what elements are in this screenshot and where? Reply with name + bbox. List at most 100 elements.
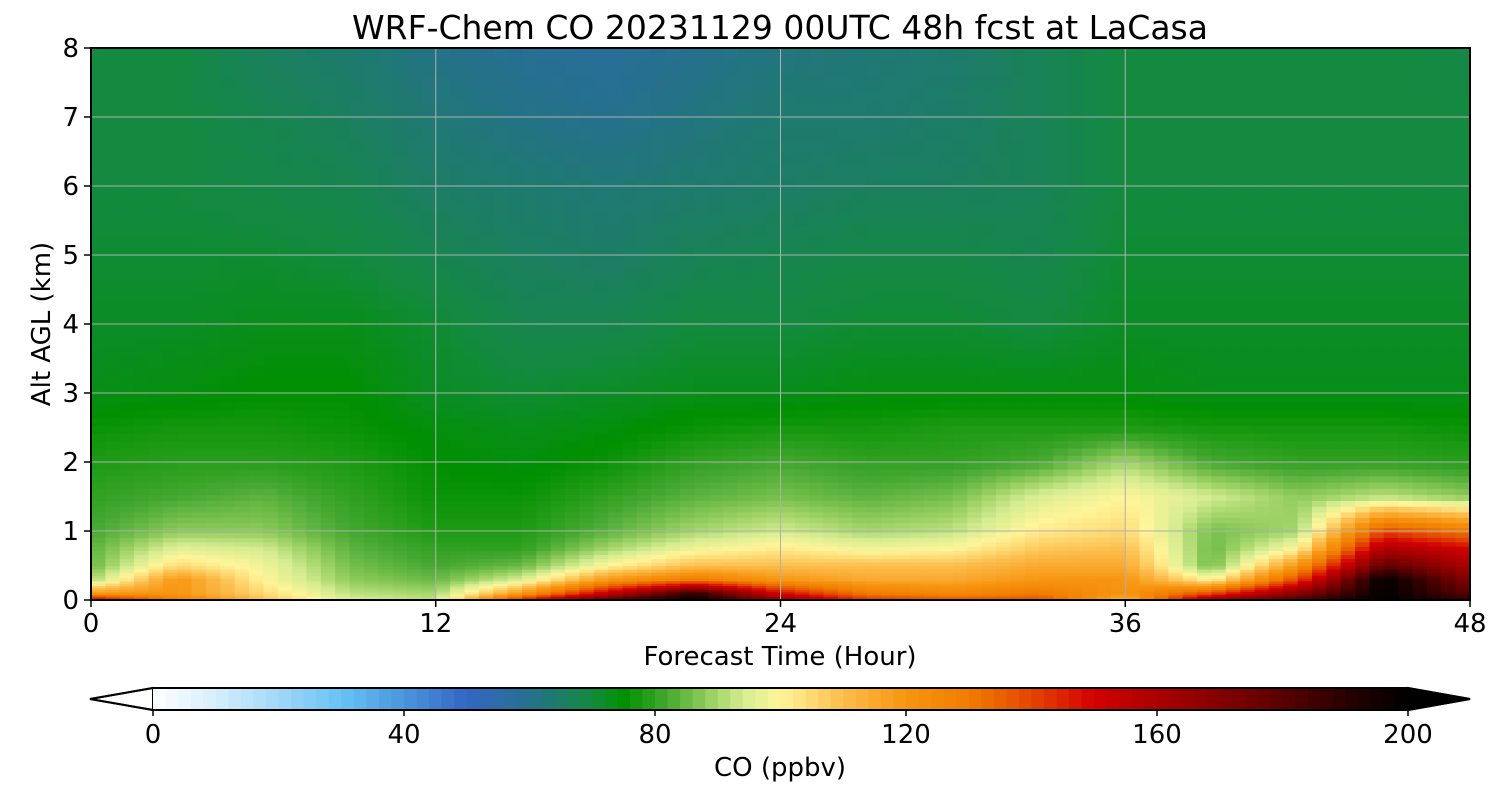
heatmap-cell: [809, 561, 825, 567]
heatmap-cell: [1096, 572, 1112, 576]
heatmap-cell: [909, 425, 925, 434]
heatmap-cell: [1082, 595, 1098, 598]
heatmap-cell: [1283, 447, 1299, 456]
heatmap-cell: [263, 488, 279, 496]
heatmap-cell: [665, 447, 681, 456]
heatmap-cell: [780, 583, 796, 587]
heatmap-cell: [1024, 550, 1040, 556]
heatmap-cell: [636, 596, 652, 599]
heatmap-cell: [995, 475, 1012, 483]
heatmap-cell: [1197, 401, 1213, 411]
heatmap-cell: [1441, 580, 1457, 584]
heatmap-cell: [1355, 409, 1371, 419]
heatmap-cell: [1369, 550, 1385, 556]
heatmap-cell: [1268, 580, 1284, 584]
heatmap-cell: [1383, 583, 1399, 587]
heatmap-cell: [450, 561, 466, 567]
heatmap-cell: [751, 558, 767, 563]
heatmap-cell: [967, 585, 983, 589]
heatmap-cell: [1168, 392, 1184, 402]
heatmap-cell: [1426, 593, 1442, 596]
heatmap-cell: [363, 550, 379, 556]
heatmap-cell: [995, 532, 1012, 538]
heatmap-cell: [636, 401, 652, 411]
heatmap-cell: [464, 595, 480, 598]
heatmap-cell: [292, 596, 308, 599]
heatmap-cell: [794, 506, 810, 513]
heatmap-cell: [766, 468, 782, 477]
heatmap-cell: [1297, 440, 1313, 449]
heatmap-cell: [1369, 462, 1385, 470]
heatmap-cell: [335, 522, 351, 529]
heatmap-cell: [1211, 522, 1227, 529]
heatmap-cell: [507, 589, 523, 593]
heatmap-cell: [1383, 572, 1399, 576]
heatmap-cell: [148, 558, 164, 563]
heatmap-cell: [292, 392, 308, 402]
heatmap-cell: [134, 366, 150, 377]
heatmap-cell: [766, 494, 782, 501]
heatmap-cell: [952, 541, 968, 547]
heatmap-cell: [234, 587, 250, 591]
heatmap-cell: [320, 527, 336, 534]
heatmap-cell: [478, 375, 494, 386]
heatmap-cell: [895, 587, 911, 591]
heatmap-cell: [478, 500, 494, 507]
heatmap-cell: [866, 596, 882, 599]
heatmap-cell: [1240, 447, 1256, 456]
heatmap-cell: [967, 558, 983, 563]
heatmap-cell: [1340, 506, 1356, 513]
heatmap-cell: [565, 568, 581, 573]
heatmap-cell: [1355, 481, 1371, 489]
heatmap-cell: [967, 577, 983, 582]
heatmap-cell: [1240, 417, 1256, 427]
heatmap-cell: [837, 589, 854, 593]
heatmap-cell: [1125, 433, 1141, 442]
heatmap-cell: [794, 522, 810, 529]
heatmap-cell: [852, 583, 868, 587]
heatmap-cell: [565, 585, 581, 589]
heatmap-cell: [1340, 517, 1356, 524]
heatmap-cell: [1383, 580, 1399, 584]
heatmap-cell: [349, 366, 365, 377]
heatmap-cell: [708, 585, 724, 589]
heatmap-cell: [306, 572, 322, 576]
heatmap-cell: [1283, 462, 1299, 470]
heatmap-cell: [234, 591, 250, 594]
heatmap-cell: [148, 375, 164, 386]
heatmap-cell: [435, 433, 451, 442]
heatmap-cell: [119, 596, 135, 599]
heatmap-cell: [349, 409, 365, 419]
heatmap-cell: [234, 455, 250, 463]
heatmap-cell: [335, 580, 351, 584]
heatmap-cell: [1096, 577, 1112, 582]
heatmap-cell: [1240, 481, 1256, 489]
heatmap-cell: [1254, 409, 1270, 419]
heatmap-cell: [1455, 554, 1470, 559]
heatmap-cell: [1139, 468, 1155, 477]
heatmap-cell: [995, 558, 1012, 563]
heatmap-cell: [1340, 589, 1356, 593]
heatmap-cell: [91, 475, 107, 483]
heatmap-cell: [565, 595, 581, 598]
heatmap-cell: [881, 522, 897, 529]
heatmap-cell: [450, 425, 466, 434]
heatmap-cell: [263, 417, 279, 427]
heatmap-cell: [407, 589, 423, 593]
heatmap-cell: [536, 517, 552, 524]
heatmap-cell: [1426, 455, 1442, 463]
heatmap-cell: [550, 409, 566, 419]
heatmap-cell: [881, 392, 897, 402]
heatmap-cell: [981, 583, 997, 587]
heatmap-cell: [952, 462, 968, 470]
heatmap-cell: [881, 494, 897, 501]
heatmap-cell: [1082, 417, 1098, 427]
heatmap-cell: [464, 527, 480, 534]
heatmap-cell: [1297, 488, 1313, 496]
heatmap-cell: [852, 462, 868, 470]
heatmap-cell: [1168, 585, 1184, 589]
heatmap-cell: [737, 587, 753, 591]
heatmap-cell: [651, 561, 667, 567]
heatmap-cell: [665, 583, 681, 587]
heatmap-cell: [794, 517, 810, 524]
